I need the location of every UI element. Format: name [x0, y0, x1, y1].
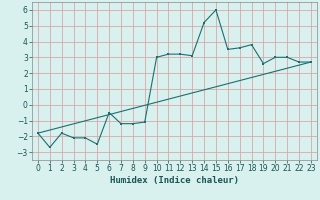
X-axis label: Humidex (Indice chaleur): Humidex (Indice chaleur)	[110, 176, 239, 185]
